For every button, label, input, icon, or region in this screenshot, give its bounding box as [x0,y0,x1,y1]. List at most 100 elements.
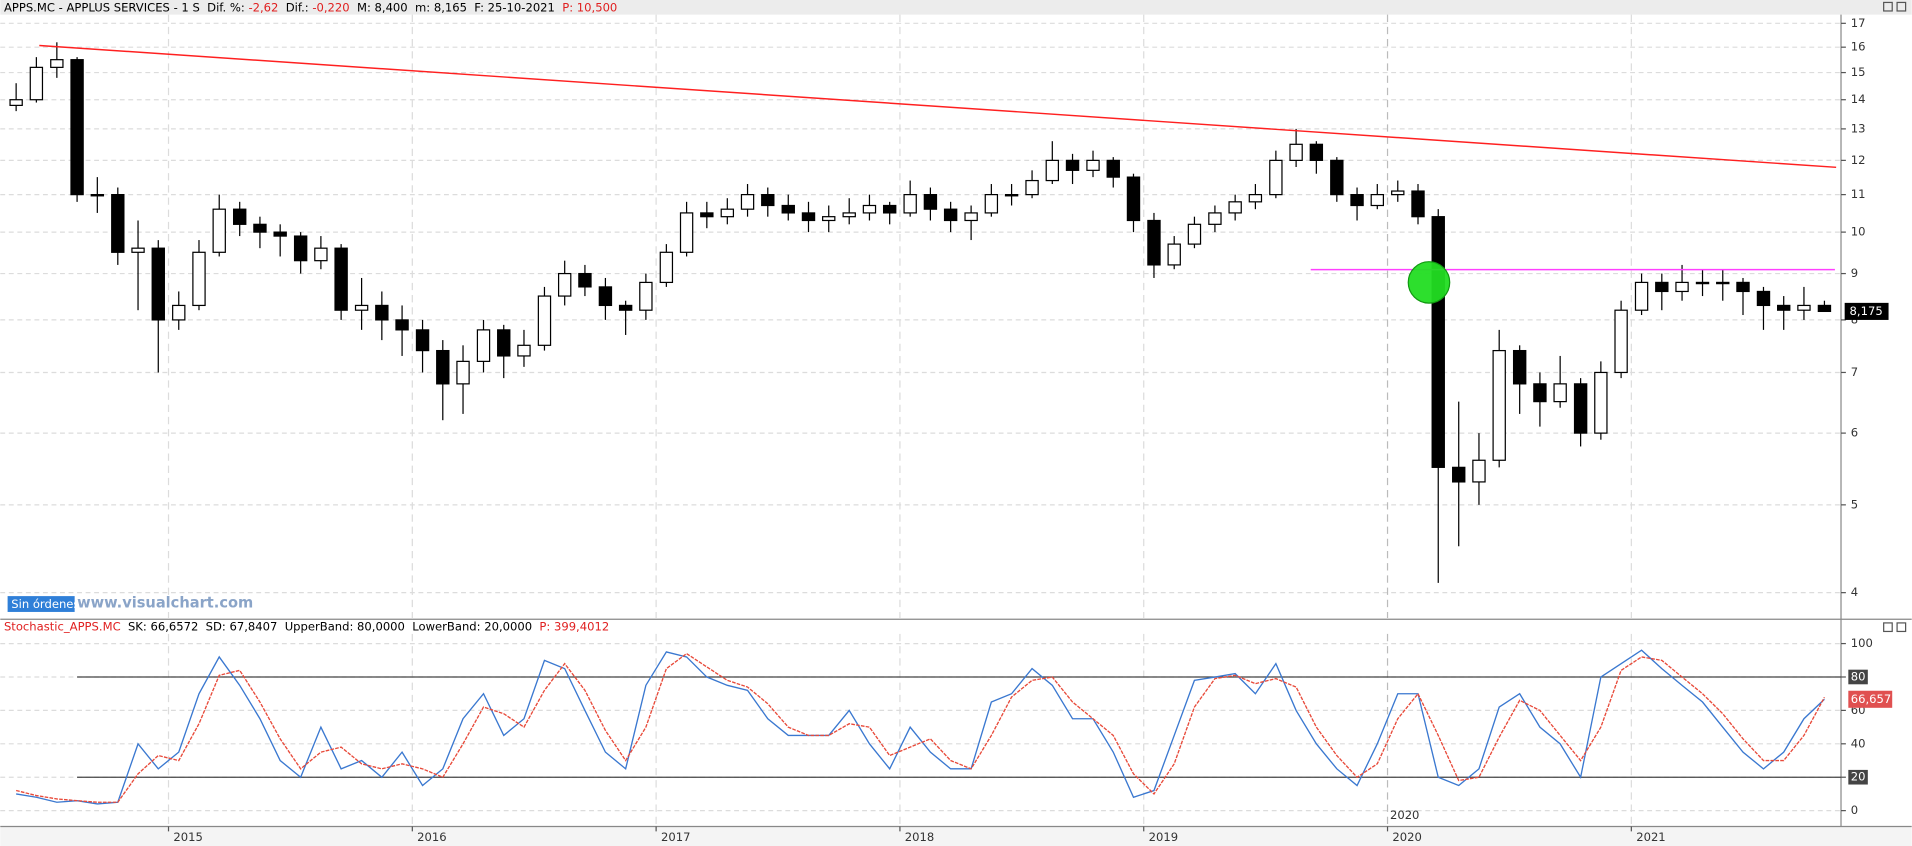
stat-value: 66,6572 [150,619,198,633]
candle-body [29,66,44,101]
candle-body [1228,201,1242,214]
candle-body [679,212,694,253]
candle-body [822,216,836,222]
x-tick-label: 2018 [905,830,934,844]
candle-body [9,99,23,106]
candle-body [761,194,775,207]
candle-body [375,304,389,321]
stat-label: P: [539,619,550,633]
candle-body [1594,371,1608,434]
last-value-box [1848,690,1893,708]
y-tick-label: 100 [1851,636,1873,650]
candle-body [1634,281,1649,311]
candle-body [1675,281,1689,293]
stat-label: SK: [128,619,147,633]
candle-body [659,251,674,284]
candle-body [1512,349,1527,385]
stat-value: 25-10-2021 [488,0,555,14]
restore-button[interactable] [1883,622,1893,633]
candle-body [964,212,978,222]
candle-body [476,329,491,362]
x-tick-label: 2016 [417,830,446,844]
header-bar [0,0,1912,15]
time-axis-bar [0,826,1912,846]
candle-body [1777,304,1791,311]
y-tick-label: 16 [1851,40,1866,54]
x-tick-label: 2021 [1636,830,1665,844]
candle-body [354,304,369,311]
panel-header: Stochastic_APPS.MC SK: 66,6572 SD: 67,8407 Up… [4,619,609,633]
y-tick-label: 6 [1851,426,1858,440]
band-tick-box [1848,669,1868,685]
candle-body [1045,159,1060,182]
candle-body [618,304,633,311]
stat-value: 20,0000 [484,619,532,633]
candle-body [1187,223,1202,245]
candle-body [1370,194,1384,207]
candle-body [1716,281,1730,285]
x-tick-label: 2020 [1392,830,1421,844]
y-tick-label: 17 [1851,16,1866,30]
y-tick-label: 13 [1851,121,1866,135]
candle-body [1736,281,1750,293]
candle-body [923,194,938,210]
candle-body [1695,281,1710,285]
stat-value: 8,400 [375,0,408,14]
candle-body [720,208,735,218]
candle-body [943,208,958,222]
y-tick-label: 0 [1851,803,1858,817]
candle-body [740,194,755,210]
candle-body [1126,176,1141,222]
candle-body [436,349,450,385]
watermark: www.visualchart.com [77,594,253,611]
x-tick-label: 2020 [1390,808,1419,822]
y-tick-label: 7 [1851,365,1858,379]
candle-body [151,247,165,321]
candle-body [172,304,186,321]
candle-body [1147,219,1161,266]
candle-body [1065,159,1080,171]
candle-body [1553,383,1567,403]
restore-button[interactable] [1883,1,1893,12]
orders-label[interactable]: Sin órdenes [11,597,79,611]
candle-body [1797,304,1811,311]
candle-body [456,360,470,385]
band-tick-box [1848,769,1868,785]
candle-body [1004,194,1019,197]
window-buttons[interactable] [1883,1,1907,633]
stat-label: m: [415,0,430,14]
candle-body [1350,194,1364,207]
candle-body [1533,383,1547,403]
candle-body [131,247,145,253]
header-title: APPS.MC - APPLUS SERVICES - 1 S [4,0,200,14]
y-tick-label: 4 [1851,585,1858,599]
y-tick-label: 12 [1851,153,1866,167]
candle-body [1452,466,1466,483]
candle-body [293,235,308,262]
candle-body [1431,216,1445,468]
y-tick-label: 11 [1851,187,1866,201]
candle-body [497,329,511,357]
candle-body [1492,349,1506,461]
close-button[interactable] [1896,1,1907,12]
oscillator-line [16,649,1825,805]
candle-body [578,272,592,288]
stat-label: Dif.: [286,0,309,14]
candle-body [232,208,247,225]
candle-body [314,247,328,262]
candle-body [1330,159,1344,196]
candle-body [1106,159,1120,178]
x-tick-label: 2015 [173,830,202,844]
candle-body [192,251,206,307]
stat-label: F: [474,0,484,14]
candle-body [1309,143,1324,161]
y-tick-label: 10 [1851,225,1866,239]
close-button[interactable] [1896,622,1907,633]
candle-body [1655,281,1669,293]
orders-badge[interactable] [7,596,75,612]
candle-body [781,204,795,214]
y-tick-label: 14 [1851,92,1866,106]
candle-body [517,344,531,357]
